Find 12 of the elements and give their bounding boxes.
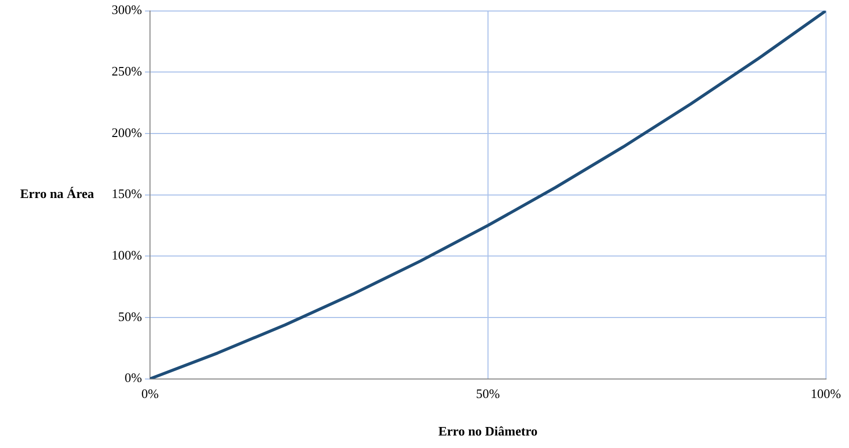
y-tick-label: 0% — [124, 370, 142, 386]
y-tick-label: 150% — [112, 186, 142, 202]
y-tick-label: 100% — [112, 248, 142, 263]
y-axis-title: Erro na Área — [20, 186, 94, 202]
x-tick-label: 50% — [476, 386, 500, 402]
y-tick-label: 50% — [118, 308, 142, 324]
y-tick-label: 250% — [112, 64, 142, 79]
x-tick-label: 100% — [810, 386, 842, 402]
x-axis-title: Erro no Diâmetro — [438, 424, 538, 439]
y-tick-label: 200% — [112, 124, 142, 140]
x-tick-label: 0% — [141, 386, 159, 402]
y-tick-label: 300% — [112, 2, 142, 18]
